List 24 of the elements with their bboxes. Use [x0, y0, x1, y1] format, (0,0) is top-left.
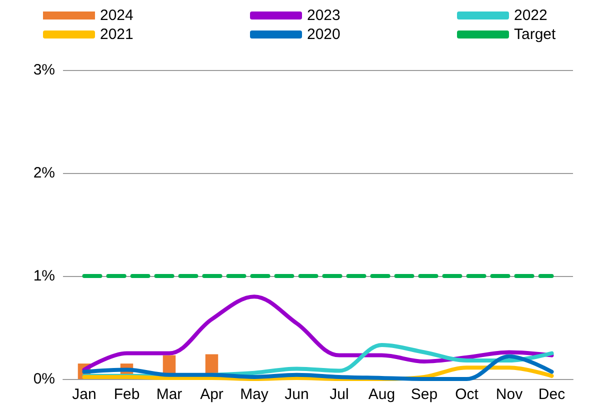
- x-tick-label: Jun: [284, 386, 309, 403]
- legend-label: 2020: [307, 26, 340, 43]
- line-series: [82, 354, 554, 381]
- x-tick-label: Sep: [410, 386, 438, 403]
- legend-label: Target: [514, 26, 557, 43]
- y-tick-label: 2%: [33, 164, 55, 182]
- x-tick-label: Jul: [330, 386, 349, 403]
- x-tick-label: Oct: [455, 386, 480, 403]
- x-tick-label: Feb: [114, 386, 140, 403]
- legend-label: 2022: [514, 7, 548, 24]
- line-series: [82, 294, 554, 372]
- y-tick-label: 0%: [33, 370, 55, 388]
- legend-label: 2021: [100, 26, 134, 43]
- legend-label: 2024: [100, 7, 134, 24]
- x-tick-label: May: [240, 386, 269, 403]
- x-tick-label: Mar: [156, 386, 182, 403]
- y-tick-label: 3%: [33, 62, 55, 78]
- legend-label: 2023: [307, 7, 340, 24]
- x-tick-label: Nov: [496, 386, 524, 403]
- x-tick-label: Dec: [538, 386, 566, 403]
- x-tick-label: Aug: [368, 386, 396, 403]
- x-tick-label: Apr: [200, 386, 224, 403]
- x-tick-label: Jan: [72, 386, 96, 403]
- y-tick-label: 1%: [33, 268, 55, 284]
